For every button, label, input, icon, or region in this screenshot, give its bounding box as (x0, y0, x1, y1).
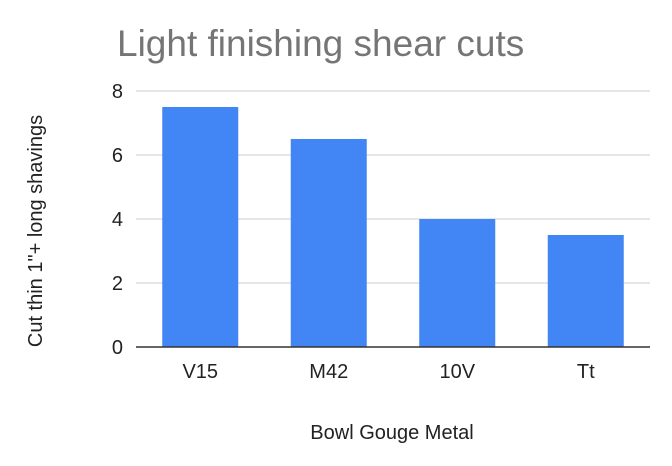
y-tick-label: 0 (112, 337, 123, 359)
y-axis-ticks: 0 2 4 6 8 (112, 81, 123, 359)
x-tick-label: Tt (577, 361, 595, 383)
bar-tt (547, 235, 624, 347)
x-tick-label: V15 (182, 361, 218, 383)
y-tick-label: 2 (112, 273, 123, 295)
y-tick-label: 4 (112, 209, 123, 231)
x-tick-label: M42 (309, 361, 348, 383)
bars (162, 107, 624, 347)
y-tick-label: 6 (112, 145, 123, 167)
chart-title: Light finishing shear cuts (117, 23, 524, 64)
bar-v15 (162, 107, 239, 347)
y-tick-label: 8 (112, 81, 123, 103)
x-axis-label: Bowl Gouge Metal (310, 422, 473, 444)
bar-m42 (290, 139, 367, 347)
x-axis-ticks: V15 M42 10V Tt (182, 361, 595, 383)
bar-10v (419, 219, 496, 347)
y-axis-label: Cut thin 1"+ long shavings (25, 115, 47, 347)
x-tick-label: 10V (439, 361, 475, 383)
